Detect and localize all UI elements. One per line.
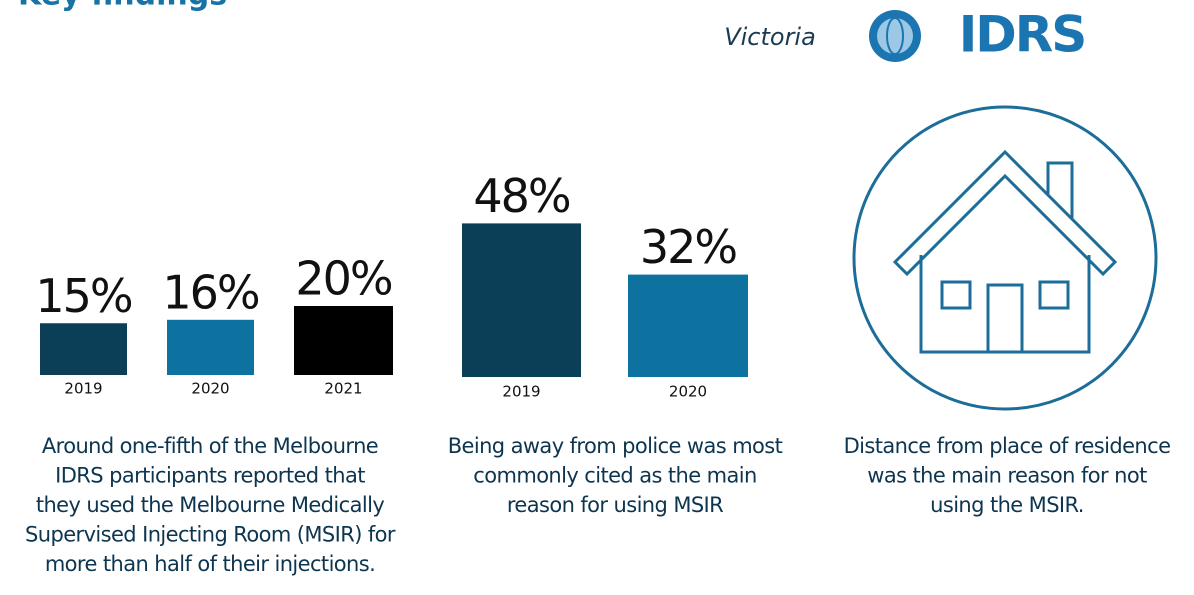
logo: IDRS	[869, 6, 1087, 64]
globe-inner	[877, 18, 913, 54]
title: Key findings	[18, 0, 227, 13]
walls	[919, 255, 1091, 354]
logo-text: IDRS	[959, 6, 1086, 64]
category-label: 2020	[191, 380, 229, 398]
category-label: 2021	[324, 380, 362, 398]
caption-line: reason for using MSIR	[507, 493, 723, 517]
caption-line: IDRS participants reported that	[55, 464, 365, 488]
category-label: 2019	[502, 383, 540, 401]
chimney	[1046, 161, 1074, 218]
icon-circle	[852, 105, 1158, 411]
caption-line: Supervised Injecting Room (MSIR) for	[25, 523, 396, 547]
value-label: 32%	[640, 220, 737, 274]
roof	[892, 149, 1118, 277]
bar	[40, 323, 127, 375]
caption-line: they used the Melbourne Medically	[36, 493, 384, 517]
window	[1038, 280, 1070, 310]
bar	[628, 274, 748, 377]
value-label: 20%	[295, 252, 392, 306]
house-icon	[852, 105, 1158, 411]
door	[986, 283, 1024, 352]
value-label: 15%	[35, 269, 132, 323]
caption-line: was the main reason for not	[867, 464, 1147, 488]
globe-line	[886, 17, 904, 55]
window	[940, 280, 972, 310]
value-label: 16%	[162, 265, 259, 319]
caption-line: more than half of their injections.	[45, 552, 375, 576]
category-label: 2020	[669, 383, 707, 401]
caption-line: using the MSIR.	[930, 493, 1084, 517]
bar	[294, 306, 393, 375]
caption-line: Distance from place of residence	[844, 434, 1171, 458]
value-label: 48%	[473, 169, 570, 223]
bar	[462, 223, 581, 377]
bar	[167, 319, 254, 375]
caption-line: commonly cited as the main	[473, 464, 756, 488]
region: Victoria	[724, 23, 816, 51]
caption-line: Being away from police was most	[448, 434, 783, 458]
category-label: 2019	[64, 380, 102, 398]
caption-line: Around one-fifth of the Melbourne	[42, 434, 378, 458]
